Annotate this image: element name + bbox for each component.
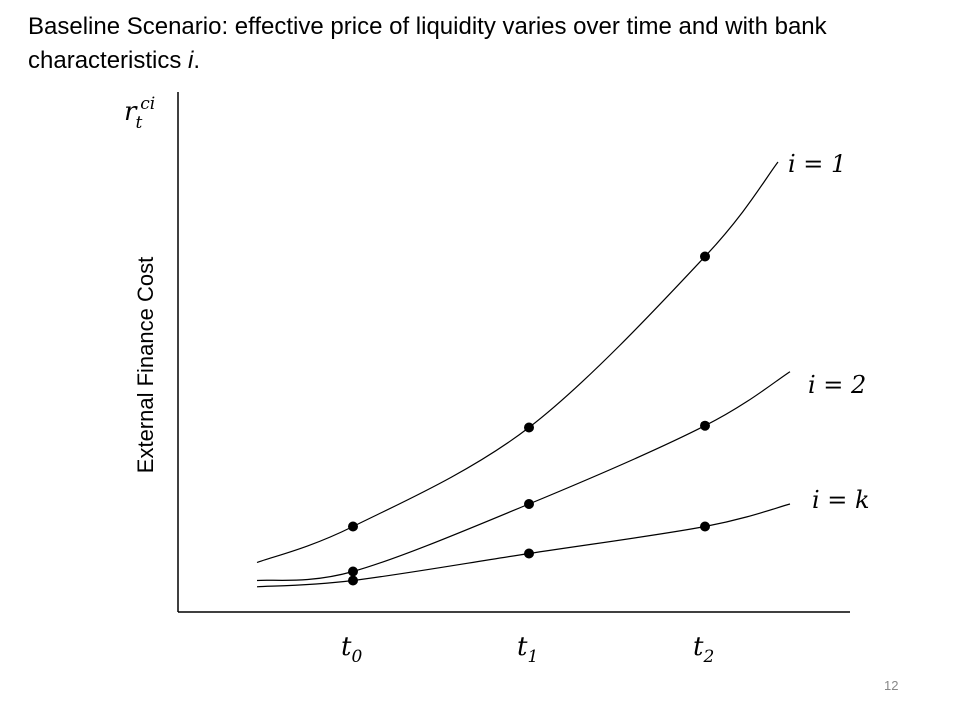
data-point-i-1-t2	[700, 251, 710, 262]
x-tick-label-t1: t1	[517, 632, 538, 667]
markers-layer	[348, 251, 710, 586]
series-label-i-k: 𝑖 = 𝑘	[812, 486, 870, 514]
y-symbol-base: r	[124, 97, 138, 127]
curves-layer	[256, 161, 791, 588]
data-point-i-2-t2	[700, 420, 710, 431]
page-number: 12	[884, 678, 899, 693]
title-italic-variable: i	[188, 47, 194, 74]
data-point-i-1-t0	[348, 521, 358, 532]
x-tick-labels: t0 t1 t2	[341, 632, 714, 667]
data-point-i-k-t2	[700, 521, 710, 532]
title-text: Baseline Scenario: effective price of li…	[28, 13, 827, 74]
data-point-i-k-t0	[348, 575, 358, 586]
y-symbol-superscript: ci	[140, 94, 155, 114]
x-tick-label-t0: t0	[341, 632, 362, 667]
slide-title: Baseline Scenario: effective price of li…	[28, 10, 928, 78]
y-axis-symbol: rtci	[124, 94, 155, 133]
y-axis-label: External Finance Cost	[133, 257, 158, 473]
data-point-i-2-t1	[524, 499, 534, 509]
title-suffix: .	[193, 47, 201, 74]
data-point-i-2-t0	[348, 566, 358, 577]
series-line-i-k	[256, 503, 791, 588]
data-point-i-k-t1	[524, 548, 534, 559]
series-label-i-1: 𝑖 = 1	[788, 150, 846, 178]
x-tick-label-t2: t2	[693, 632, 714, 667]
series-label-i-2: 𝑖 = 2	[808, 371, 866, 399]
series-labels: 𝑖 = 1 𝑖 = 2 𝑖 = 𝑘	[788, 150, 870, 514]
y-symbol-subscript: t	[135, 113, 142, 133]
series-line-i-1	[256, 161, 779, 564]
series-line-i-2	[256, 371, 791, 582]
data-point-i-1-t1	[524, 422, 534, 433]
